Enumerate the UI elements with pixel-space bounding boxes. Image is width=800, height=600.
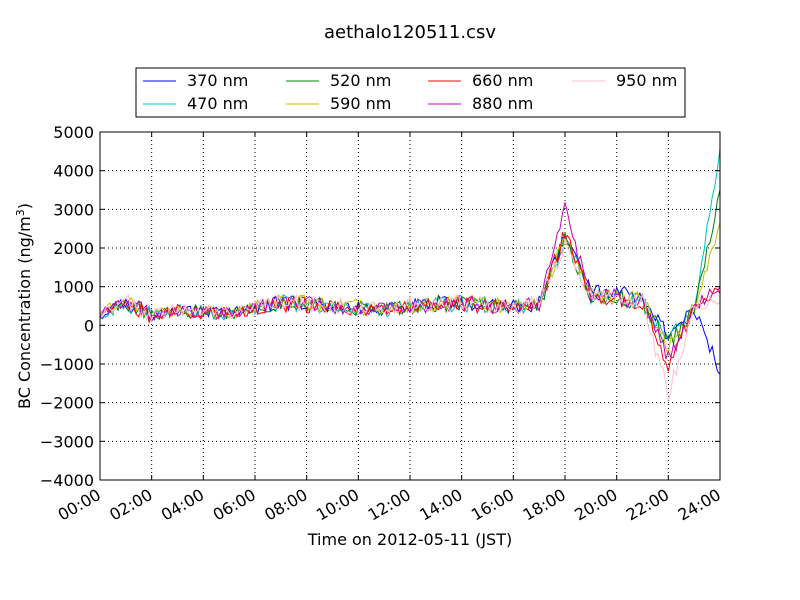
y-tick-label: 0	[84, 316, 94, 335]
legend-label: 660 nm	[472, 71, 533, 90]
y-tick-label: 5000	[53, 123, 94, 142]
legend-label: 880 nm	[472, 94, 533, 113]
series-line-950-nm	[99, 238, 721, 401]
legend-label: 520 nm	[330, 71, 391, 90]
y-tick-label: 3000	[53, 200, 94, 219]
y-tick-label: −2000	[40, 394, 94, 413]
chart-title: aethalo120511.csv	[324, 22, 496, 43]
legend-box	[135, 67, 686, 118]
y-tick-label: 2000	[53, 239, 94, 258]
legend-label: 470 nm	[187, 94, 248, 113]
y-tick-label: −1000	[40, 355, 94, 374]
y-tick-label: 1000	[53, 278, 94, 297]
y-tick-label: −4000	[40, 471, 94, 490]
legend-label: 370 nm	[187, 71, 248, 90]
series-lines	[99, 148, 721, 401]
legend-label: 950 nm	[616, 71, 677, 90]
y-tick-label: 4000	[53, 162, 94, 181]
y-axis-label-end: )	[15, 203, 34, 209]
y-axis-label: BC Concentration (ng/m3)	[14, 203, 34, 409]
y-tick-label: −3000	[40, 432, 94, 451]
y-axis-label-sup: 3	[14, 209, 27, 216]
legend: 370 nm 470 nm 520 nm 590 nm 660 nm 880 nm 950 …	[135, 67, 686, 118]
y-axis-label-main: BC Concentration (ng/m	[15, 216, 34, 409]
x-axis-label: Time on 2012-05-11 (JST)	[307, 530, 512, 549]
legend-label: 590 nm	[330, 94, 391, 113]
